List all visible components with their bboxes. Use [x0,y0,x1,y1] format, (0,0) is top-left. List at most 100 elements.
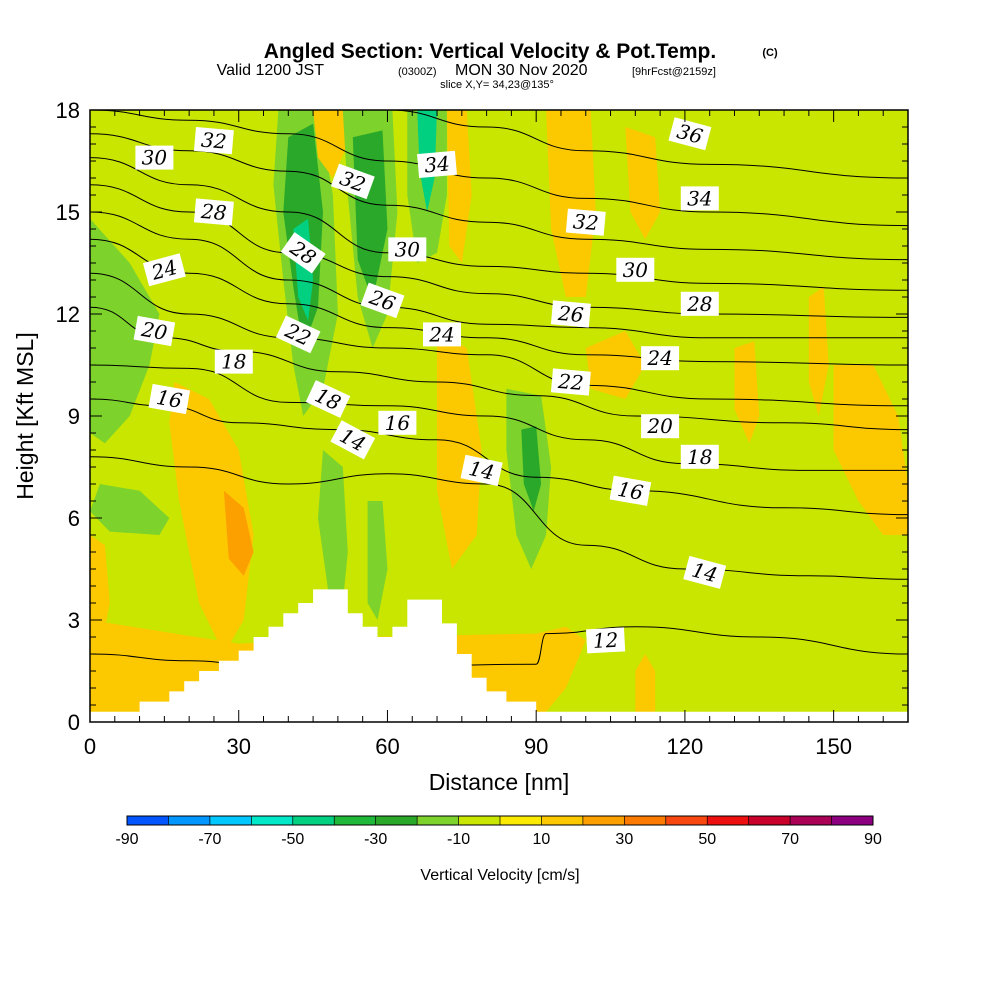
velocity-region [367,501,388,620]
contour-label: 16 [148,383,191,415]
theta-contour [90,626,908,672]
contour-label-text: 12 [592,628,619,653]
contour-label: 24 [641,346,680,371]
theta-contour [90,398,908,516]
colorbar-segment [500,816,542,825]
colorbar-tick-label: 90 [864,831,882,848]
title-copyright-mark: (C) [762,47,778,59]
velocity-region [585,331,646,399]
velocity-region [521,426,542,512]
contour-label-text: 34 [423,151,450,177]
theta-contour [90,211,908,339]
contour-label-box [616,257,655,282]
colorbar-segment [831,816,874,825]
y-tick-label: 18 [56,98,80,123]
contour-label-text: 26 [556,301,585,327]
contour-label-text: 34 [687,186,712,210]
contour-label-box [135,145,174,170]
contour-label-text: 32 [200,128,227,154]
contour-label-box [193,198,234,226]
x-tick-label: 0 [84,734,96,759]
colorbar-segment [707,816,750,825]
contour-label-box [142,253,186,287]
contour-label-text: 28 [686,292,712,316]
y-tick-label: 15 [56,200,80,225]
contour-label: 16 [378,410,417,435]
contour-label: 28 [680,291,719,316]
colorbar-tick-label: 50 [698,831,716,848]
contour-label-text: 30 [395,237,421,261]
subtitle-slice: slice X,Y= 34,23@135° [440,79,554,91]
contour-label-box [378,410,417,435]
colorbar-segment [334,816,377,825]
velocity-region [90,484,170,535]
contour-label-box [460,454,503,487]
colorbar-tick-label: -10 [447,831,470,848]
velocity-region [437,331,482,569]
theta-contour [90,157,908,291]
subtitle-date: MON 30 Nov 2020 [455,62,588,79]
contour-label: 36 [668,117,712,151]
contour-label-box [683,555,727,589]
contour-label-box [550,368,591,396]
velocity-region [734,341,760,444]
contour-label: 14 [460,454,503,487]
colorbar-segment [168,816,211,825]
contour-label-box [148,383,191,415]
velocity-region [808,286,829,416]
contour-label-box [214,349,253,374]
contour-label-text: 28 [199,199,227,225]
theta-contour [90,364,908,471]
subtitle-valid-time: Valid 1200 JST [217,62,325,79]
plot-area [90,110,908,722]
contour-label-text: 32 [572,209,599,235]
contour-label-text: 20 [646,414,673,438]
contour-label-text: 30 [142,146,168,170]
contour-label-box [388,237,427,262]
colorbar-segment [375,816,418,825]
colorbar-ticks: -90 -70 -50 -30 -10 10 30 50 70 90 [115,831,882,848]
contour-label-box [423,322,461,347]
theta-contour [90,133,908,261]
subtitle-zulu-time: (0300Z) [398,66,437,78]
contour-label-box [641,346,680,371]
contour-label: 30 [616,257,655,282]
contour-label-text: 14 [467,456,497,485]
contour-label: 32 [565,208,606,236]
contour-label: 20 [641,414,680,439]
x-tick-label: 60 [375,734,399,759]
contour-label-box [585,627,626,654]
contour-label-box [275,315,321,354]
contour-label: 16 [609,475,652,506]
x-tick-label: 90 [524,734,548,759]
theta-contour [90,306,908,431]
contour-label-box [193,126,234,155]
contour-label: 12 [585,627,626,654]
contour-label-box [360,282,405,319]
contour-label: 34 [680,186,719,211]
chart-title: Angled Section: Vertical Velocity & Pot.… [264,40,716,63]
terrain-mask [90,589,908,722]
theta-contour [387,110,908,179]
colorbar-tick-label: 70 [781,831,799,848]
contour-label-box [609,475,652,506]
colorbar-tick-label: -70 [198,831,221,848]
contour-label: 20 [133,315,176,347]
colorbar-segment [541,816,584,825]
contour-label-box [550,300,591,328]
contour-label-text: 20 [139,317,169,345]
contour-label-box [417,150,457,179]
contour-label: 24 [423,322,461,347]
velocity-field [90,110,908,712]
contour-label: 22 [550,368,591,396]
velocity-region [169,382,254,654]
colorbar-segment [624,816,667,825]
contour-label: 14 [683,555,727,589]
colorbar [126,815,874,826]
contour-label: 34 [417,150,457,179]
contour-label: 18 [680,444,719,469]
theta-contour [90,272,908,407]
contour-label: 18 [214,349,253,374]
subtitle-forecast: [9hrFcst@2159z] [632,66,716,78]
